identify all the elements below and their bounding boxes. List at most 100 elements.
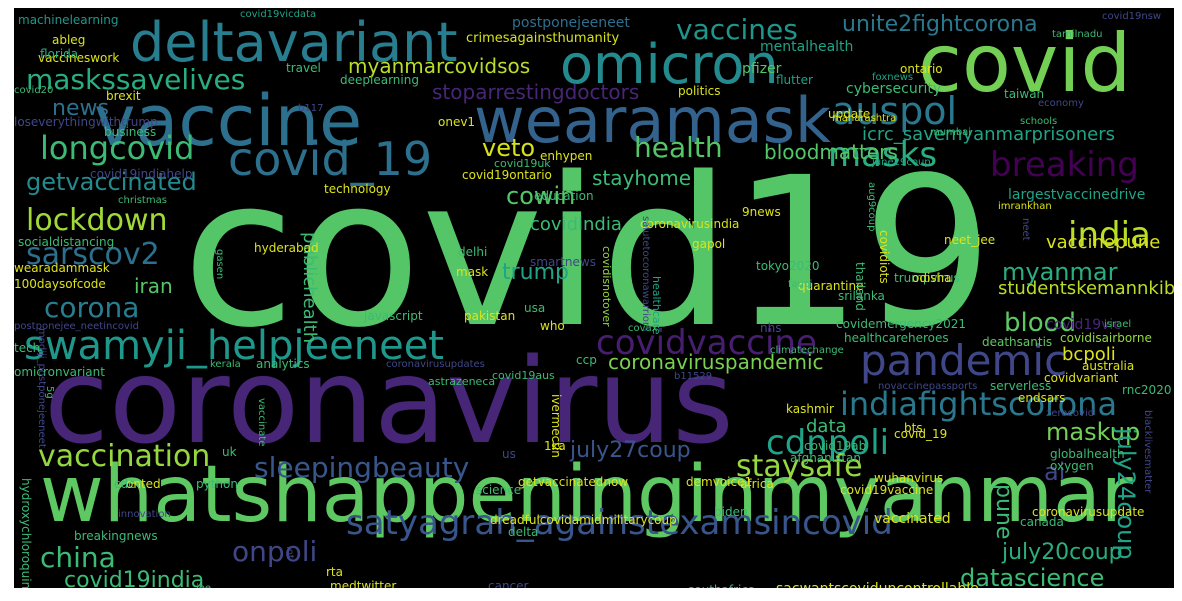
cloud-word: neet_jee: [944, 233, 996, 247]
cloud-word: breaking: [990, 145, 1139, 185]
cloud-word: pfizer: [742, 61, 782, 77]
cloud-word: stayhome: [592, 166, 692, 190]
cloud-word: postponejee_neetincovid: [14, 321, 139, 332]
cloud-word: tokyo2020: [756, 259, 820, 273]
cloud-word: lockdown: [26, 203, 168, 238]
cloud-word: wearamask: [474, 84, 831, 157]
cloud-word: covidiots: [877, 230, 891, 284]
cloud-word: science: [476, 483, 522, 497]
cloud-word: covid19vicdata: [240, 9, 317, 20]
cloud-word: who: [540, 319, 565, 333]
cloud-word: covid19ontario: [462, 168, 552, 182]
cloud-word: covidisnotover: [600, 246, 613, 327]
cloud-word: whatshappeninginmyanmar: [40, 450, 1133, 540]
cloud-word: mumbai: [930, 127, 972, 138]
cloud-word: rta: [326, 565, 343, 579]
cloud-word: coronaviruspandemic: [608, 350, 824, 374]
cloud-word: hydroxychloroquine: [19, 478, 33, 588]
cloud-word: 1ka: [544, 439, 566, 453]
cloud-word: iran: [134, 274, 173, 298]
cloud-word: novaccinepassports: [878, 381, 978, 392]
cloud-word: update: [828, 107, 871, 121]
cloud-word: australia: [1082, 359, 1135, 373]
cloud-word: ai: [1044, 458, 1066, 486]
cloud-word: serverless: [990, 379, 1052, 393]
cloud-word: covid19vic: [1046, 317, 1122, 333]
cloud-word: covid_19: [228, 132, 433, 186]
cloud-word: ontario: [900, 62, 943, 76]
cloud-word: neet: [1020, 218, 1031, 241]
cloud-word: covidisairborne: [1060, 331, 1152, 345]
cloud-word: rnc2020: [1122, 383, 1172, 397]
cloud-word: crimesagainsthumanity: [466, 31, 620, 46]
cloud-word: onpoli: [232, 535, 318, 568]
cloud-word: news: [52, 96, 109, 121]
cloud-word: taiwan: [1004, 87, 1045, 101]
cloud-word: trump: [502, 260, 570, 285]
cloud-word: analytics: [256, 357, 310, 371]
cloud-word: covid19india: [64, 568, 205, 589]
cloud-word: datascience: [960, 564, 1105, 588]
cloud-word: pandemic: [860, 336, 1068, 385]
cloud-word: bcpoli: [1062, 344, 1116, 365]
cloud-word: covidvaccine: [596, 323, 817, 363]
cloud-word: ableg: [52, 33, 86, 47]
cloud-word: salutetocoronawarriors: [640, 216, 651, 332]
cloud-word: sarscov2: [26, 237, 160, 272]
cloud-word: healthcareheroes: [844, 331, 949, 345]
cloud-word: covid20: [14, 85, 54, 96]
cloud-word: myanmarcovidsos: [348, 54, 531, 78]
cloud-word: covid19vaccine: [840, 483, 934, 497]
cloud-word: ivermectin: [549, 394, 563, 458]
cloud-word: medtwitter: [330, 579, 397, 588]
cloud-word: wearadammask: [14, 261, 110, 275]
cloud-word: innovation: [118, 509, 171, 520]
cloud-word: june29coup: [872, 157, 931, 168]
cloud-word: getvaccinated: [26, 168, 197, 196]
cloud-word: florida: [40, 47, 79, 61]
cloud-word: odisha: [912, 271, 952, 285]
cloud-word: tech: [14, 341, 41, 355]
cloud-word: javascript: [364, 309, 423, 323]
cloud-word: politics: [678, 84, 721, 98]
cloud-word: astrazeneca: [428, 375, 496, 388]
cloud-word: swamyji_helpjeeneet: [24, 323, 444, 369]
cloud-word: srilanka: [838, 289, 885, 303]
cloud-word: postponejeeneet: [512, 15, 630, 31]
cloud-word: getvaccinatednow: [518, 475, 629, 489]
cloud-word: covid19indiahelp: [90, 167, 193, 181]
cloud-word: ccp: [576, 353, 597, 367]
cloud-word: 100daysofcode: [14, 277, 106, 291]
cloud-word: covid19nsw: [1102, 11, 1162, 22]
cloud-word: vaccineswork: [38, 51, 120, 65]
cloud-word: july27coup: [570, 438, 691, 463]
cloud-word: schools: [1020, 116, 1058, 127]
cloud-word: covax: [628, 323, 658, 334]
cloud-word: coronavirus: [44, 332, 734, 470]
cloud-word: dreadfulcovidamidmilitarycoup: [490, 513, 677, 527]
cloud-word: vaccinepune: [1046, 232, 1161, 253]
cloud-word: zerocovid: [1046, 408, 1095, 419]
cloud-word: china: [40, 541, 116, 574]
cloud-word: iot: [284, 546, 295, 559]
cloud-word: blood: [1004, 308, 1077, 338]
cloud-word: flutter: [776, 73, 813, 87]
cloud-word: thailand: [853, 262, 867, 311]
cloud-word: cowin: [506, 182, 576, 210]
cloud-word: covid19aus: [492, 369, 555, 382]
cloud-word: technology: [324, 182, 391, 196]
cloud-word: cancer: [488, 579, 529, 588]
cloud-word: maskssavelives: [26, 63, 246, 96]
cloud-word: onted: [126, 477, 161, 491]
cloud-word: b117: [298, 103, 324, 114]
cloud-word: wuhanvirus: [874, 471, 944, 485]
cloud-word: myanmar: [1002, 258, 1118, 286]
cloud-word: aug9coup: [866, 182, 877, 232]
cloud-word: veto: [482, 134, 536, 162]
cloud-word: covid_19: [894, 427, 948, 441]
cloud-word: globalhealth: [1050, 447, 1125, 461]
cloud-word: kerala: [210, 359, 241, 370]
cloud-word: business: [104, 125, 157, 139]
cloud-word: coronavirusindia: [640, 217, 740, 231]
cloud-word: usa: [524, 301, 546, 315]
